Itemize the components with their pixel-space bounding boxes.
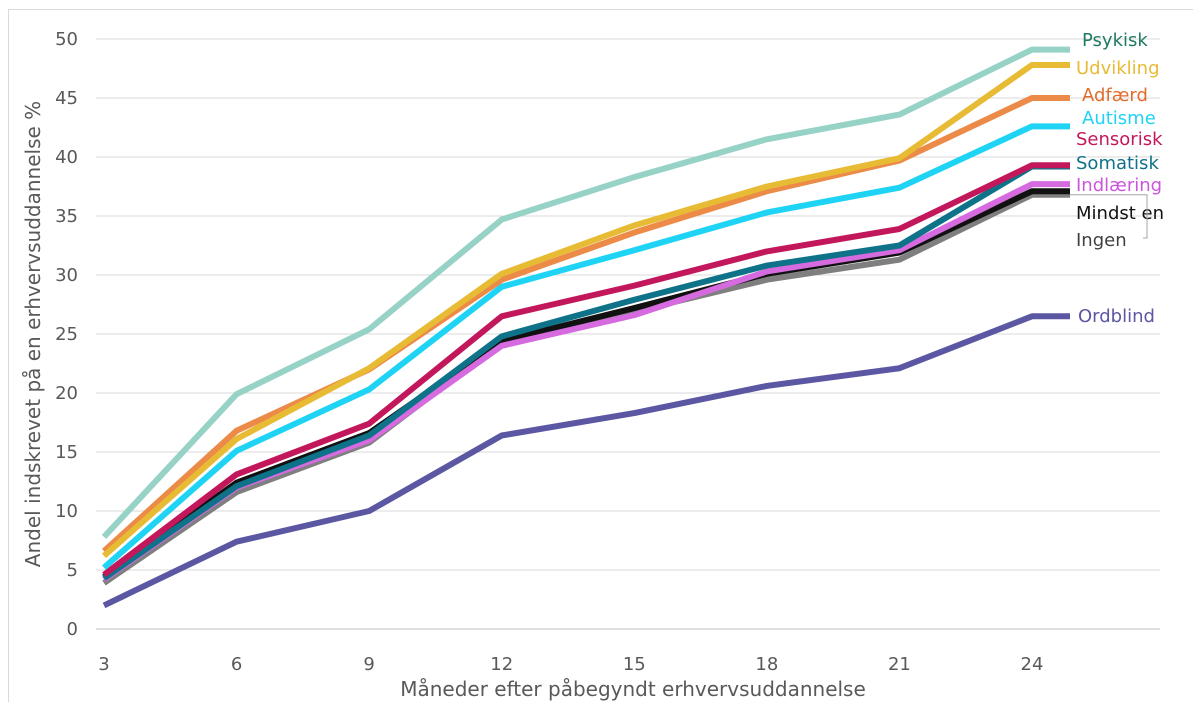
series-label-somatisk: Somatisk (1076, 153, 1159, 174)
series-lines (101, 46, 1070, 609)
x-tick-label: 6 (231, 654, 242, 675)
x-tick-label: 9 (363, 654, 374, 675)
x-tick-label: 3 (98, 654, 109, 675)
series-label-ordblind: Ordblind (1078, 306, 1155, 327)
series-line-ordblind (102, 313, 1070, 609)
x-tick-label: 12 (490, 654, 513, 675)
label-leader-line (1070, 194, 1148, 239)
chart-frame (8, 9, 1193, 702)
x-tick-label: 18 (755, 654, 778, 675)
y-axis-ticks: 0 5 10 15 20 25 30 35 40 45 50 (55, 29, 78, 640)
series-label-indlæring: Indlæring (1076, 175, 1162, 196)
y-tick-label: 35 (55, 206, 78, 227)
series-line-psykisk (101, 46, 1070, 540)
y-tick-label: 30 (55, 265, 78, 286)
series-line-somatisk (102, 163, 1070, 581)
y-tick-label: 20 (55, 383, 78, 404)
y-tick-label: 5 (67, 560, 78, 581)
gridlines (96, 38, 1160, 630)
x-axis-title: Måneder efter påbegyndt erhvervsuddannel… (400, 677, 866, 701)
series-line-sensorisk (102, 162, 1070, 578)
series-label-sensorisk: Sensorisk (1076, 129, 1163, 150)
series-label-udvikling: Udvikling (1076, 58, 1160, 79)
series-line-adfærd (101, 95, 1070, 554)
series-label-mindst-en: Mindst en (1076, 203, 1164, 224)
y-tick-label: 45 (55, 88, 78, 109)
series-line-udvikling (102, 61, 1070, 559)
series-line-autisme (102, 123, 1070, 570)
series-label-adfærd: Adfærd (1082, 85, 1148, 106)
series-line-ingen (102, 191, 1070, 586)
x-tick-label: 15 (623, 654, 646, 675)
series-label-autisme: Autisme (1082, 108, 1156, 129)
x-tick-label: 24 (1021, 654, 1044, 675)
series-label-ingen: Ingen (1076, 230, 1127, 251)
y-tick-label: 25 (55, 324, 78, 345)
x-tick-label: 21 (888, 654, 911, 675)
y-tick-label: 40 (55, 147, 78, 168)
y-tick-label: 0 (67, 619, 78, 640)
series-label-psykisk: Psykisk (1082, 30, 1148, 51)
y-axis-title: Andel indskrevet på en erhvervsuddannels… (21, 101, 45, 567)
y-tick-label: 15 (55, 442, 78, 463)
y-tick-label: 50 (55, 29, 78, 50)
y-tick-label: 10 (55, 501, 78, 522)
x-axis-ticks: 3 6 9 12 15 18 21 24 (98, 654, 1043, 675)
